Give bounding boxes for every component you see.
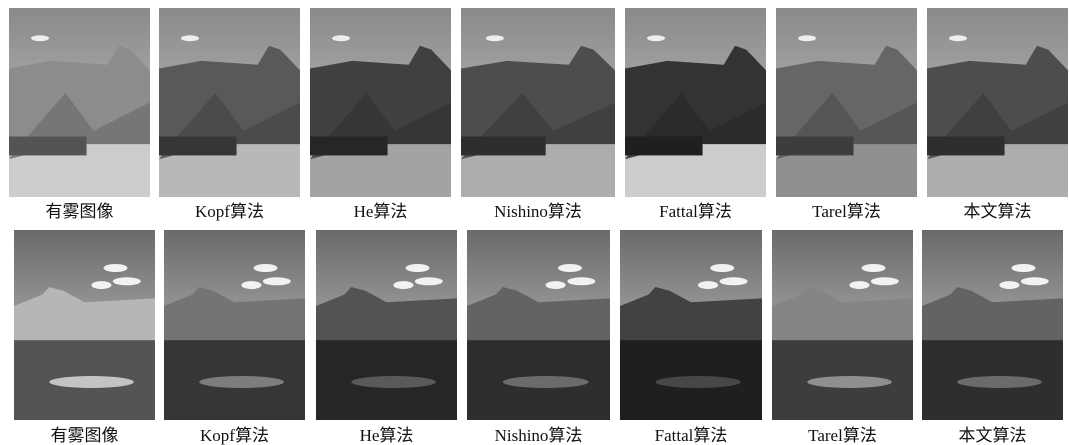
caption: Kopf算法 xyxy=(195,202,264,221)
image xyxy=(772,230,913,420)
cloud xyxy=(861,264,886,272)
cloud xyxy=(332,35,351,42)
caption: 本文算法 xyxy=(959,426,1027,445)
rock xyxy=(625,144,766,197)
meadow xyxy=(199,376,284,388)
meadow xyxy=(502,376,589,388)
caption: 本文算法 xyxy=(964,202,1032,221)
cloud xyxy=(849,281,870,290)
people xyxy=(927,136,1005,156)
image xyxy=(922,230,1063,420)
image xyxy=(159,8,300,197)
rock xyxy=(461,144,615,197)
cloud xyxy=(557,264,582,272)
people xyxy=(625,136,703,156)
people xyxy=(159,136,237,156)
cloud xyxy=(567,277,596,286)
meadow xyxy=(49,376,134,388)
rock xyxy=(776,144,917,197)
cloud xyxy=(1020,277,1049,286)
cloud xyxy=(710,264,735,272)
image xyxy=(164,230,305,420)
caption: 有雾图像 xyxy=(51,426,119,445)
people xyxy=(776,136,854,156)
cloud xyxy=(262,277,291,286)
mountain xyxy=(620,287,762,344)
cloud xyxy=(103,264,128,272)
cloud xyxy=(1011,264,1036,272)
rock xyxy=(310,144,451,197)
rock xyxy=(159,144,300,197)
cloud xyxy=(91,281,112,290)
mountain xyxy=(14,287,155,344)
mountain xyxy=(772,287,913,344)
cloud xyxy=(181,35,200,42)
cloud xyxy=(253,264,278,272)
caption: Kopf算法 xyxy=(200,426,269,445)
cloud xyxy=(414,277,443,286)
cloud xyxy=(241,281,262,290)
meadow xyxy=(807,376,892,388)
rock xyxy=(9,144,150,197)
cloud xyxy=(870,277,899,286)
cloud xyxy=(647,35,666,42)
people xyxy=(310,136,388,156)
mountain xyxy=(922,287,1063,344)
caption: Nishino算法 xyxy=(494,202,582,221)
image xyxy=(316,230,457,420)
caption: Nishino算法 xyxy=(495,426,583,445)
cloud xyxy=(719,277,748,286)
caption: 有雾图像 xyxy=(46,202,114,221)
image xyxy=(461,8,615,197)
meadow xyxy=(957,376,1042,388)
cloud xyxy=(798,35,817,42)
caption: Tarel算法 xyxy=(808,426,877,445)
image xyxy=(625,8,766,197)
image xyxy=(620,230,762,420)
mountain xyxy=(467,287,610,344)
image xyxy=(9,8,150,197)
cloud xyxy=(545,281,566,290)
cloud xyxy=(31,35,50,42)
caption: He算法 xyxy=(360,426,414,445)
caption: Fattal算法 xyxy=(659,202,732,221)
cloud xyxy=(949,35,968,42)
meadow xyxy=(655,376,741,388)
cloud xyxy=(405,264,430,272)
rock xyxy=(927,144,1068,197)
cloud xyxy=(485,35,504,42)
image xyxy=(467,230,610,420)
image xyxy=(927,8,1068,197)
image xyxy=(14,230,155,420)
mountain xyxy=(316,287,457,344)
caption: He算法 xyxy=(354,202,408,221)
people xyxy=(9,136,87,156)
caption: Tarel算法 xyxy=(812,202,881,221)
meadow xyxy=(351,376,436,388)
cloud xyxy=(999,281,1020,290)
mountain xyxy=(164,287,305,344)
cloud xyxy=(698,281,719,290)
cloud xyxy=(393,281,414,290)
caption: Fattal算法 xyxy=(655,426,728,445)
cloud xyxy=(112,277,141,286)
people xyxy=(461,136,546,156)
image xyxy=(776,8,917,197)
image xyxy=(310,8,451,197)
